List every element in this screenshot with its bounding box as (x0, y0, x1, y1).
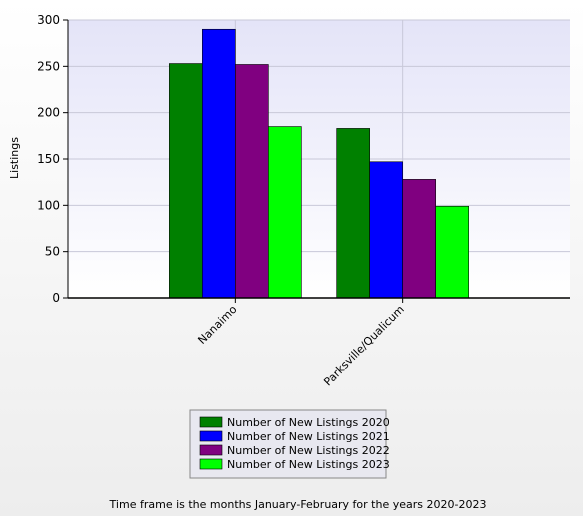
bar (402, 179, 436, 299)
y-tick-label: 50 (45, 245, 60, 259)
bar (369, 161, 403, 299)
y-tick-label: 100 (37, 198, 60, 212)
bar (268, 126, 302, 299)
legend-label: Number of New Listings 2023 (227, 458, 390, 471)
legend-swatch (199, 416, 223, 428)
footnote: Time frame is the months January-Februar… (109, 498, 487, 511)
bar (169, 63, 203, 299)
legend-label: Number of New Listings 2020 (227, 416, 390, 429)
legend (189, 409, 387, 479)
y-tick-label: 200 (37, 106, 60, 120)
y-axis-label: Listings (8, 137, 21, 179)
y-tick-label: 150 (37, 152, 60, 166)
y-tick-label: 300 (37, 13, 60, 27)
bar (235, 64, 269, 299)
legend-label: Number of New Listings 2022 (227, 444, 390, 457)
bar (202, 28, 236, 299)
y-tick-label: 250 (37, 59, 60, 73)
legend-swatch (199, 458, 223, 470)
bar (336, 128, 370, 299)
legend-swatch (199, 444, 223, 456)
bar (435, 205, 469, 299)
y-tick-label: 0 (52, 291, 60, 305)
legend-label: Number of New Listings 2021 (227, 430, 390, 443)
legend-swatch (199, 430, 223, 442)
